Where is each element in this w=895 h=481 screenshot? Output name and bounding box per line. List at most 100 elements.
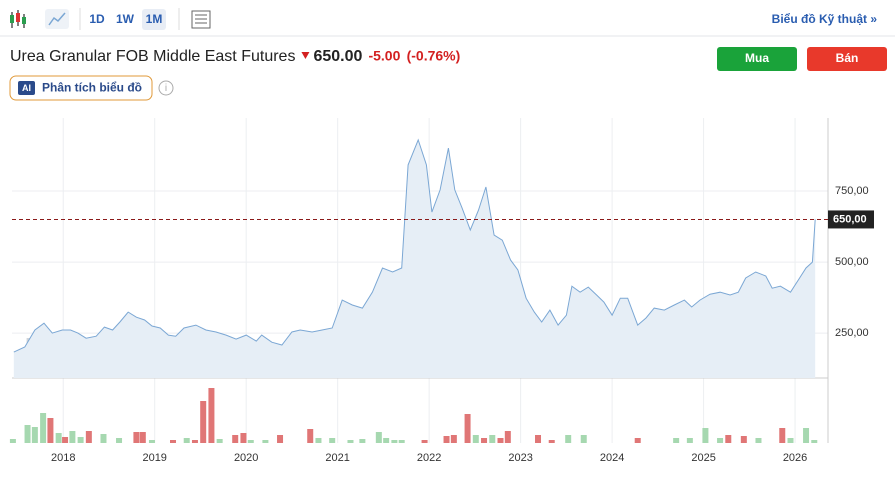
table-icon[interactable] — [191, 10, 211, 29]
interval-active-bg — [142, 9, 166, 30]
volume-bar — [803, 428, 810, 443]
volume-bar — [548, 440, 555, 443]
volume-bar — [183, 438, 190, 443]
x-tick-label: 2026 — [783, 452, 807, 464]
volume-bar — [504, 431, 511, 443]
volume-bar — [216, 439, 223, 443]
volume-bar — [100, 434, 107, 443]
x-tick-label: 2023 — [508, 452, 532, 464]
sell-button[interactable] — [807, 47, 887, 71]
x-tick-label: 2020 — [234, 452, 258, 464]
y-tick-label: 250,00 — [835, 327, 869, 339]
volume-bar — [383, 438, 390, 443]
ai-badge — [18, 81, 35, 95]
volume-bar — [277, 435, 284, 443]
x-tick-label: 2019 — [142, 452, 166, 464]
volume-bar — [481, 438, 488, 443]
volume-bar — [170, 440, 177, 443]
volume-bar — [686, 438, 693, 443]
volume-bar — [634, 438, 641, 443]
last-price-label: 650,00 — [833, 213, 867, 225]
volume-bar — [359, 439, 366, 443]
volume-bar — [725, 435, 732, 443]
ai-label[interactable]: Phân tích biểu đồ — [42, 81, 142, 95]
x-tick-label: 2024 — [600, 452, 624, 464]
volume-bar — [191, 440, 198, 443]
volume-bar — [116, 438, 123, 443]
volume-bar — [398, 440, 405, 443]
volume-bar — [535, 435, 542, 443]
area-icon[interactable] — [45, 9, 69, 29]
y-tick-label: 750,00 — [835, 185, 869, 197]
volume-bar — [139, 432, 146, 443]
volume-bar — [315, 438, 322, 443]
volume-bar — [702, 428, 709, 443]
volume-bar — [391, 440, 398, 443]
volume-bar — [673, 438, 680, 443]
last-price: 650.00 — [313, 48, 362, 65]
technical-link[interactable]: Biểu đồ Kỹ thuật » — [772, 12, 878, 26]
ai-button[interactable] — [9, 75, 153, 101]
volume-bar — [240, 433, 247, 443]
volume-bar — [565, 435, 572, 443]
volume-bar — [779, 428, 786, 443]
volume-bar — [85, 431, 92, 443]
y-tick-label: 500,00 — [835, 256, 869, 268]
interval-button[interactable]: 1M — [146, 12, 163, 26]
volume-bar — [31, 427, 38, 443]
volume-bar — [40, 413, 47, 443]
volume-bar — [77, 437, 84, 443]
volume-bar — [307, 429, 314, 443]
volume-bar — [200, 401, 207, 443]
candle-icon[interactable] — [10, 10, 26, 28]
volume-bar — [232, 435, 239, 443]
volume-bar — [755, 438, 762, 443]
volume-bar — [9, 439, 16, 443]
ai-badge-text: AI — [22, 83, 31, 93]
volume-bar — [375, 432, 382, 443]
price-change-pct: (-0.76%) — [407, 48, 461, 64]
x-tick-label: 2021 — [325, 452, 349, 464]
volume-bar — [208, 388, 215, 443]
instrument-title: Urea Granular FOB Middle East Futures — [10, 48, 295, 65]
interval-button[interactable]: 1D — [89, 12, 105, 26]
area-icon-line — [48, 12, 66, 26]
volume-bar — [464, 414, 471, 443]
buy-button[interactable] — [717, 47, 797, 71]
last-price-box — [828, 210, 874, 229]
interval-button[interactable]: 1W — [116, 12, 135, 26]
x-tick-label: 2022 — [417, 452, 441, 464]
volume-bar — [329, 438, 336, 443]
volume-bar — [450, 435, 457, 443]
x-tick-label: 2018 — [51, 452, 75, 464]
volume-bar — [262, 440, 269, 443]
price-line — [13, 138, 816, 353]
volume-bar — [443, 436, 450, 443]
volume-bar — [811, 440, 818, 443]
sell-label[interactable]: Bán — [836, 51, 859, 65]
volume-bar — [472, 435, 479, 443]
chart: Investing.com201820192020202120222023202… — [9, 118, 874, 464]
volume-bar — [740, 436, 747, 443]
price-change: -5.00 — [368, 48, 400, 64]
volume-bar — [47, 418, 54, 443]
info-icon-i: i — [165, 83, 167, 94]
volume-bar — [347, 440, 354, 443]
volume-bar — [580, 435, 587, 443]
volume-bar — [69, 431, 76, 443]
down-arrow — [301, 52, 310, 59]
info-icon[interactable] — [158, 80, 174, 96]
price-area — [13, 139, 816, 378]
x-tick-label: 2025 — [691, 452, 715, 464]
volume-bar — [787, 438, 794, 443]
volume-bar — [497, 438, 504, 443]
volume-bar — [133, 432, 140, 443]
volume-bar — [148, 440, 155, 443]
buy-label[interactable]: Mua — [745, 51, 769, 65]
volume-bar — [717, 438, 724, 443]
volume-bar — [489, 435, 496, 443]
volume-bar — [421, 440, 428, 443]
volume-bar — [24, 425, 31, 443]
volume-bar — [55, 433, 62, 443]
